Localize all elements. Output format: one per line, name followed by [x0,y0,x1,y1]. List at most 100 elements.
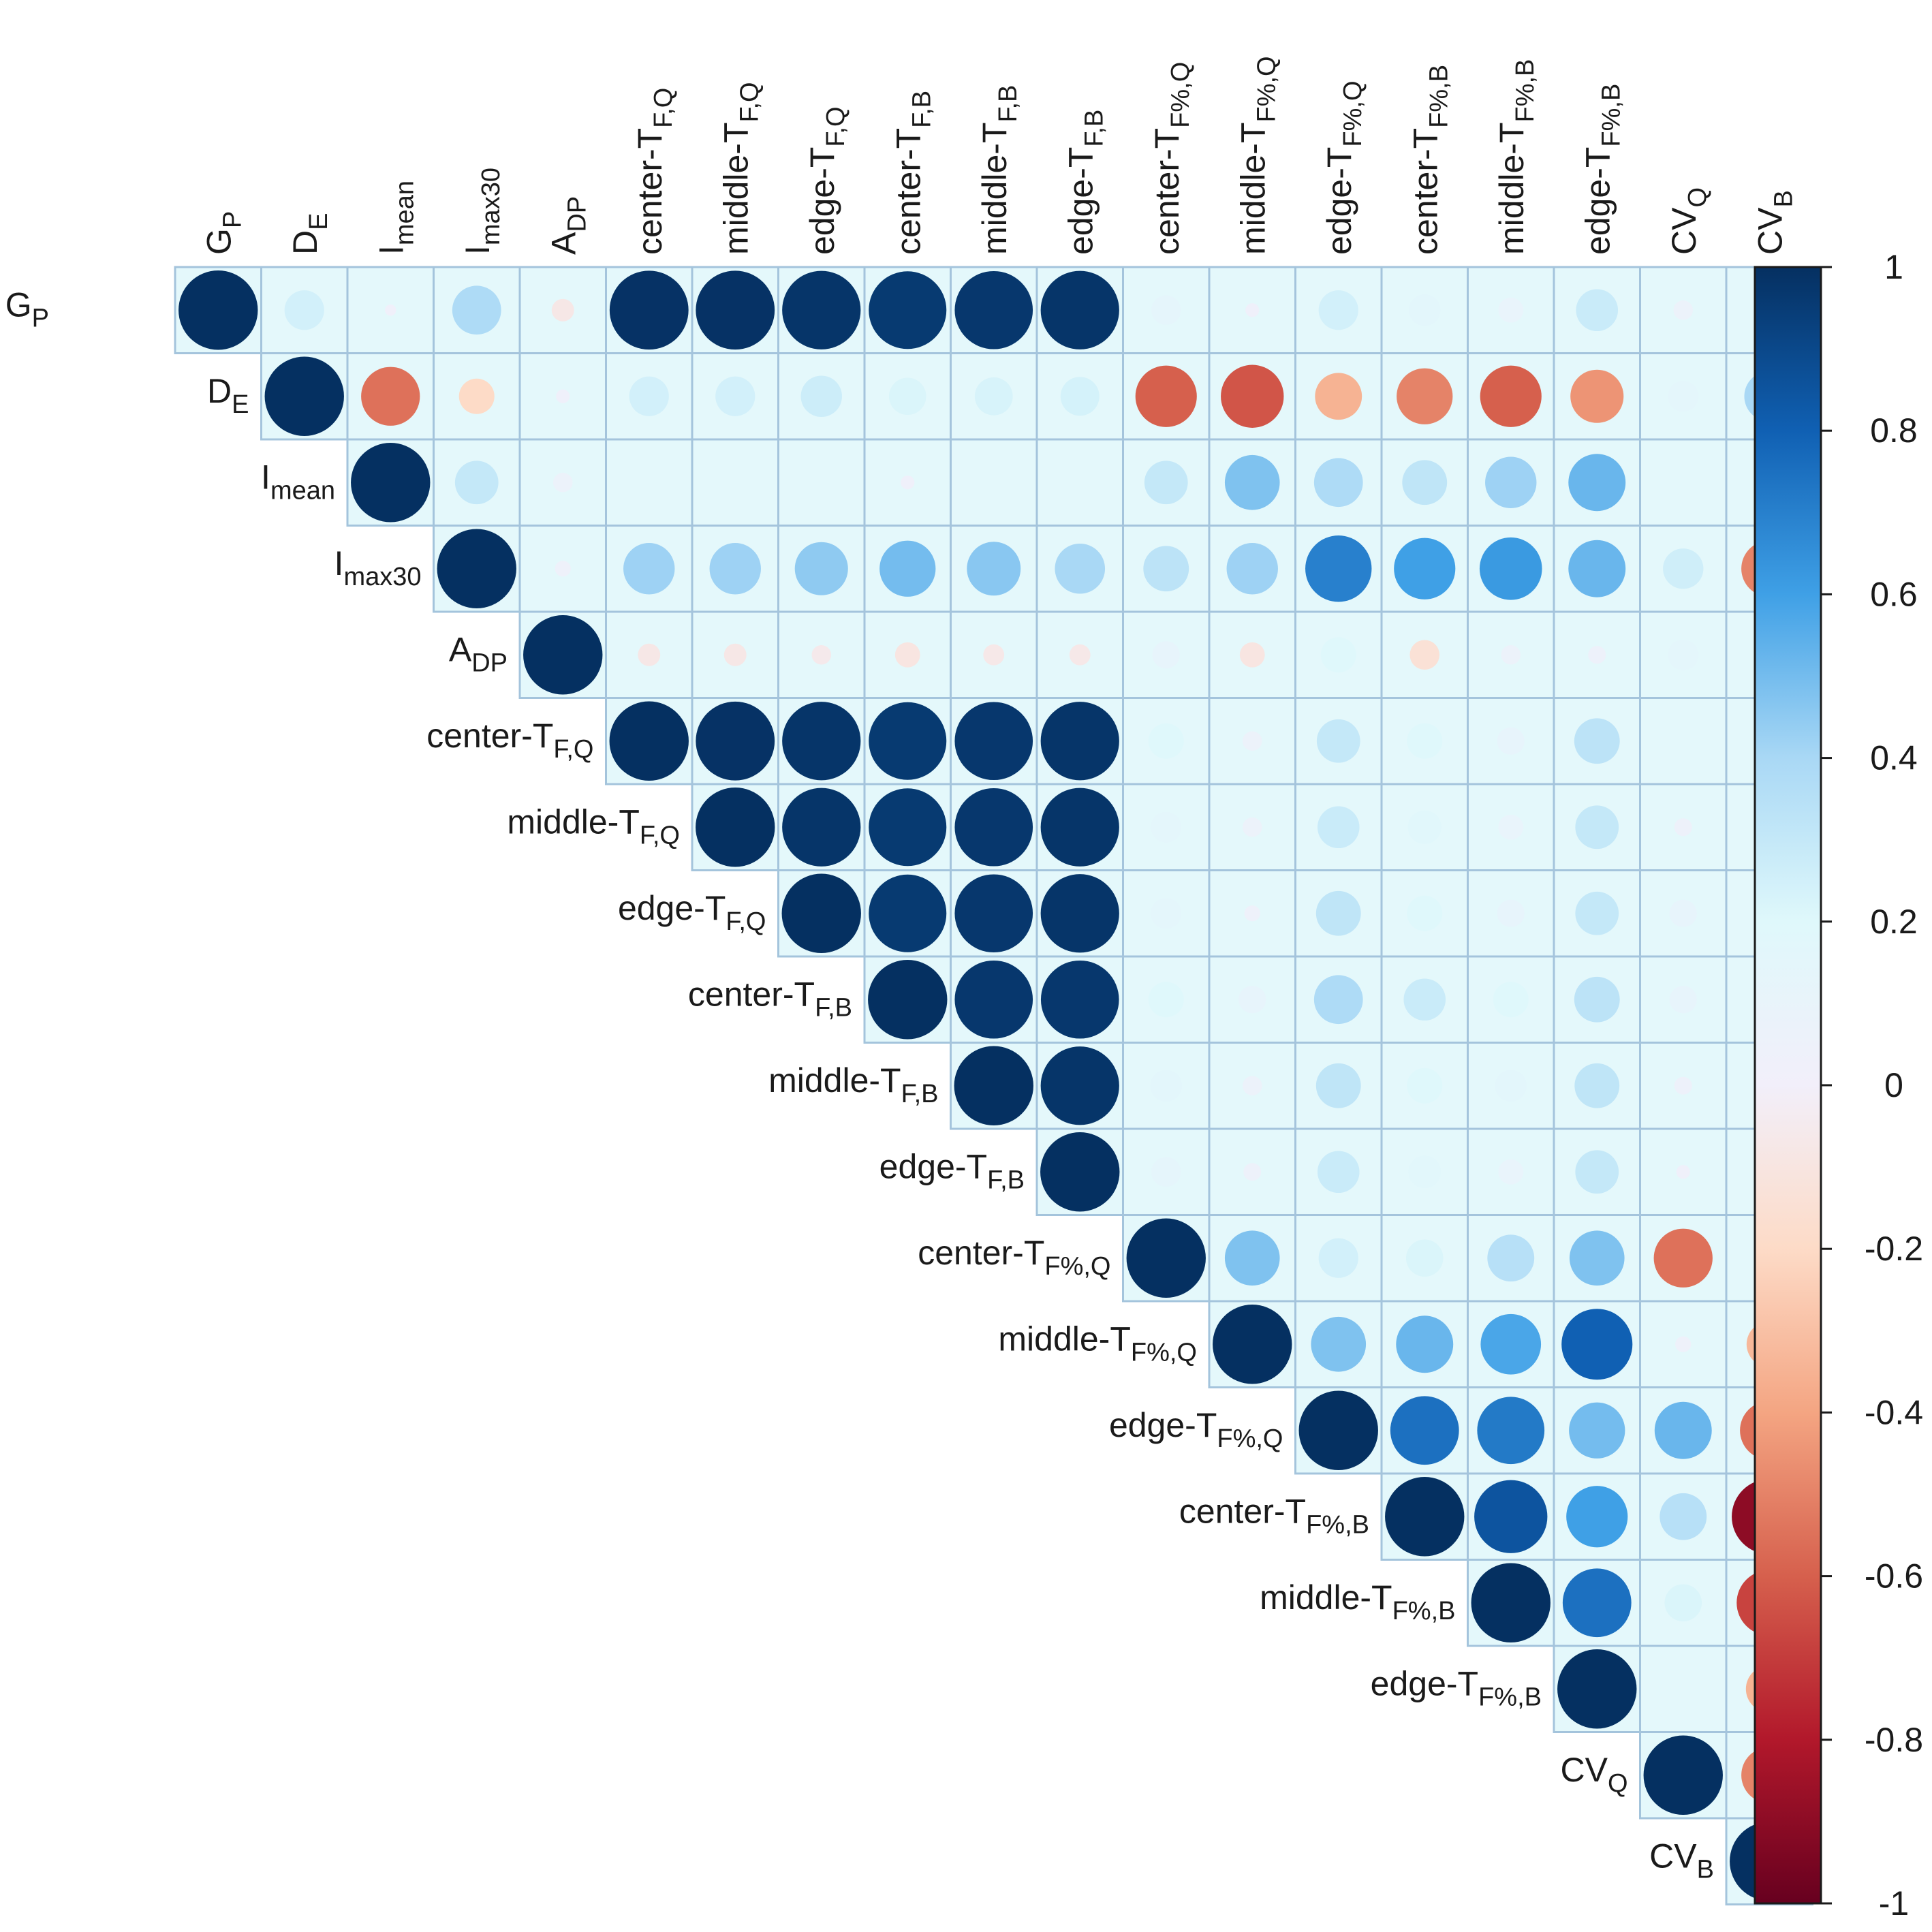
corr-circle-5-6 [696,701,775,781]
corr-circle-8-11 [1148,982,1184,1018]
corr-circle-3-4 [555,561,571,577]
corr-circle-0-8 [869,271,947,349]
corr-circle-3-10 [1055,543,1106,594]
corr-circle-5-7 [782,702,861,781]
cell-2-5 [605,438,694,527]
corr-circle-6-13 [1317,806,1360,849]
corr-circle-0-10 [1040,270,1119,349]
corr-circle-0-0 [178,270,258,350]
corr-circle-8-9 [954,960,1033,1039]
corr-circle-5-5 [609,701,689,781]
corr-circle-6-14 [1407,810,1442,844]
corr-circle-1-8 [888,377,926,416]
corr-circle-11-14 [1405,1239,1444,1277]
row-label-17: CVQ [1560,1751,1627,1798]
corr-circle-2-3 [454,461,499,505]
corr-circle-0-13 [1318,290,1358,330]
corr-circle-6-16 [1575,805,1619,850]
column-label-2: Imean [372,181,419,255]
corr-circle-2-2 [351,443,431,523]
row-label-13: edge-TF%,Q [1109,1406,1283,1453]
row-label-0: GP [5,285,49,332]
corr-circle-0-3 [452,285,501,335]
row-label-11: center-TF%,Q [918,1234,1110,1281]
corr-circle-6-15 [1498,814,1524,840]
cell-2-17 [1639,438,1728,527]
corr-circle-7-11 [1151,898,1182,929]
corr-circle-8-16 [1574,976,1620,1023]
corr-circle-7-9 [954,874,1033,953]
row-label-2: Imean [261,458,335,505]
corr-circle-2-11 [1144,461,1188,505]
row-label-10: edge-TF,B [879,1147,1025,1194]
corr-circle-10-12 [1243,1163,1262,1181]
corr-circle-12-12 [1213,1305,1292,1384]
column-label-18: CVB [1751,190,1798,255]
corr-circle-1-11 [1135,365,1197,427]
cell-2-9 [950,438,1038,527]
corr-circle-7-8 [869,874,947,952]
corr-circle-0-2 [385,305,396,316]
corr-circle-12-16 [1561,1309,1633,1380]
corr-circle-11-12 [1224,1230,1280,1286]
corr-circle-4-4 [523,615,603,695]
corr-circle-6-12 [1243,817,1262,837]
corr-circle-10-13 [1317,1151,1360,1194]
cell-2-6 [691,438,779,527]
corr-circle-0-16 [1576,289,1619,332]
corr-circle-6-10 [1040,788,1119,867]
column-label-13: edge-TF%,Q [1320,80,1367,255]
column-label-12: middle-TF%,Q [1234,56,1281,255]
corr-circle-15-15 [1471,1563,1551,1642]
column-label-0: GP [200,211,247,255]
row-label-3: Imax30 [334,544,422,591]
row-label-5: center-TF,Q [426,717,593,764]
corr-circle-3-12 [1226,543,1278,595]
row-label-14: center-TF%,B [1179,1492,1369,1539]
column-label-8: center-TF,B [889,91,936,255]
corr-circle-1-14 [1397,368,1453,424]
row-label-1: DE [207,372,249,419]
corr-circle-5-9 [954,702,1033,781]
corr-circle-1-13 [1315,373,1362,420]
corr-circle-4-6 [723,643,747,666]
corr-circle-0-9 [954,270,1033,349]
corr-circle-5-14 [1407,723,1443,759]
corr-circle-5-16 [1574,718,1620,764]
corr-circle-13-15 [1477,1397,1545,1465]
corr-circle-9-15 [1495,1070,1527,1102]
corr-circle-2-13 [1313,458,1363,508]
corr-circle-3-11 [1143,546,1189,592]
corr-circle-8-12 [1238,986,1266,1014]
corr-circle-3-16 [1568,540,1626,597]
corr-circle-15-17 [1664,1584,1702,1622]
corr-circle-11-15 [1487,1234,1535,1282]
corr-circle-1-6 [715,376,755,416]
corr-circle-7-17 [1669,899,1697,927]
corr-circle-3-8 [879,540,936,597]
corr-circle-11-16 [1569,1230,1625,1286]
corr-circle-12-14 [1396,1315,1454,1373]
column-label-4: ADP [544,196,591,255]
corr-circle-13-17 [1654,1401,1712,1459]
corr-circle-3-3 [437,529,516,608]
corr-circle-8-17 [1669,986,1697,1014]
corr-circle-6-7 [782,788,861,867]
corr-circle-3-6 [709,543,761,595]
cell-2-10 [1035,438,1124,527]
corr-circle-6-17 [1674,818,1692,837]
column-label-1: DE [286,213,333,255]
corr-circle-0-17 [1673,300,1693,320]
corr-circle-14-16 [1566,1486,1628,1548]
colorbar-tick-label: 0.6 [1870,575,1918,613]
corr-circle-10-10 [1040,1132,1120,1212]
corr-circle-8-13 [1313,975,1363,1025]
corr-circle-4-10 [1069,644,1091,666]
corr-circle-5-15 [1497,727,1525,755]
corr-circle-7-13 [1315,890,1361,936]
corr-circle-2-4 [553,473,573,493]
corr-circle-8-8 [868,960,948,1040]
colorbar-tick-label: -0.6 [1865,1557,1923,1595]
corr-circle-0-4 [551,298,574,322]
